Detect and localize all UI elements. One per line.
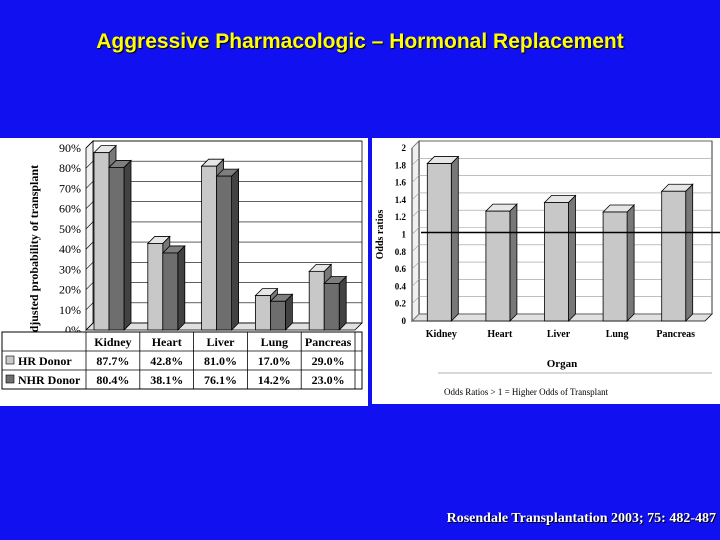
gridline-side — [411, 158, 420, 166]
bar-kidney — [426, 155, 460, 322]
gridline-side — [85, 241, 94, 250]
y-tick-label: 70% — [59, 181, 81, 195]
citation: Rosendale Transplantation 2003; 75: 482-… — [446, 511, 716, 526]
data-label: 42.8% — [150, 354, 183, 368]
slide-title: Aggressive Pharmacologic – Hormonal Repl… — [96, 30, 624, 53]
x-tick-label: Pancreas — [656, 329, 695, 340]
gridline-side — [411, 209, 420, 218]
y-tick-label: 0.2 — [395, 299, 407, 309]
y-tick-label: 0.8 — [395, 247, 407, 257]
y-tick-label: 30% — [59, 262, 81, 276]
bar-lung-nhr-donor — [269, 293, 294, 331]
y-tick-label: 1.8 — [395, 160, 407, 170]
chart-note: Odds Ratios > 1 = Higher Odds of Transpl… — [444, 387, 609, 397]
gridline-side — [411, 175, 420, 183]
legend-swatch — [5, 374, 15, 384]
gridline-side — [85, 140, 94, 149]
bar-pancreas-nhr-donor — [323, 275, 348, 331]
data-label: 17.0% — [258, 354, 291, 368]
gridline-side — [85, 262, 94, 270]
bar-heart-nhr-donor — [161, 244, 186, 331]
y-tick-label: 20% — [59, 283, 81, 297]
gridline-side — [411, 279, 420, 287]
y-tick-label: 1 — [402, 230, 407, 240]
gridline-side — [85, 161, 94, 169]
gridline-side — [411, 261, 420, 270]
x-tick-label: Heart — [152, 335, 182, 349]
y-tick-label: 0.6 — [395, 264, 407, 274]
y-tick-label: 50% — [59, 222, 81, 236]
y-tick-label: 1.6 — [395, 178, 407, 188]
y-tick-label: 0 — [402, 316, 407, 326]
data-label: 38.1% — [150, 373, 183, 387]
probability-chart-panel: 0% 10% 20% 30% 40% 50% 60% 70% 80% 90% Adjusted pr… — [0, 138, 368, 406]
plot-side-wall — [85, 140, 94, 331]
probability-chart: 0%10%20%30%40%50%60%70%80%90%Adjusted pr… — [1, 140, 363, 390]
bar-lung — [602, 204, 636, 322]
gridline-side — [85, 282, 94, 290]
y-tick-label: 1.2 — [395, 212, 407, 222]
gridline-side — [411, 140, 420, 149]
y-axis-label: Adjusted probability of transplant — [27, 165, 41, 341]
x-axis-label: Organ — [547, 358, 578, 370]
y-tick-label: 40% — [59, 242, 81, 256]
data-label: 29.0% — [312, 354, 345, 368]
gridline-side — [85, 302, 94, 310]
data-label: 80.4% — [96, 373, 129, 387]
x-tick-label: Lung — [261, 335, 288, 349]
x-tick-label: Liver — [207, 335, 236, 349]
legend-entry: HR Donor — [18, 354, 72, 368]
x-tick-label: Pancreas — [305, 335, 352, 349]
x-tick-label: Kidney — [426, 329, 457, 340]
y-tick-label: 90% — [59, 141, 81, 155]
y-axis-label: Odds ratios — [375, 210, 386, 260]
x-tick-label: Kidney — [94, 335, 131, 349]
data-label: 76.1% — [204, 373, 237, 387]
data-label: 14.2% — [258, 373, 291, 387]
y-tick-label: 10% — [59, 303, 81, 317]
y-tick-label: 1.4 — [395, 195, 407, 205]
odds-ratio-chart: 0 0.2 0.4 0.6 0.8 1 1.2 1.4 1.6 1.8 2 Odds ratios Ki… — [375, 140, 720, 397]
gridline-side — [411, 244, 420, 253]
gridline-side — [411, 313, 420, 322]
data-label: 23.0% — [312, 373, 345, 387]
bar-heart — [484, 203, 518, 322]
data-label: 81.0% — [204, 354, 237, 368]
gridline-side — [85, 322, 94, 331]
y-tick-label: 80% — [59, 161, 81, 175]
x-tick-label: Heart — [487, 329, 513, 340]
y-tick-label: 0.4 — [395, 281, 407, 291]
gridline-side — [85, 181, 94, 189]
gridline-side — [411, 192, 420, 201]
gridline-side — [411, 227, 420, 235]
legend-entry: NHR Donor — [18, 373, 81, 387]
bar-kidney-nhr-donor — [108, 159, 132, 331]
data-table — [1, 331, 363, 390]
gridline-side — [85, 221, 94, 230]
bar-liver-nhr-donor — [215, 168, 240, 331]
y-tick-label: 60% — [59, 202, 81, 216]
legend-swatch — [5, 355, 15, 365]
gridline-side — [411, 296, 420, 304]
gridline-side — [85, 201, 94, 209]
x-tick-label: Lung — [606, 329, 629, 340]
x-tick-label: Liver — [547, 329, 571, 340]
bar-liver — [543, 194, 577, 322]
y-tick-label: 2 — [402, 143, 407, 153]
odds-ratio-chart-panel: 0 0.2 0.4 0.6 0.8 1 1.2 1.4 1.6 1.8 2 Odds ratios Ki… — [372, 138, 720, 404]
data-label: 87.7% — [96, 354, 129, 368]
bar-pancreas — [660, 183, 694, 322]
